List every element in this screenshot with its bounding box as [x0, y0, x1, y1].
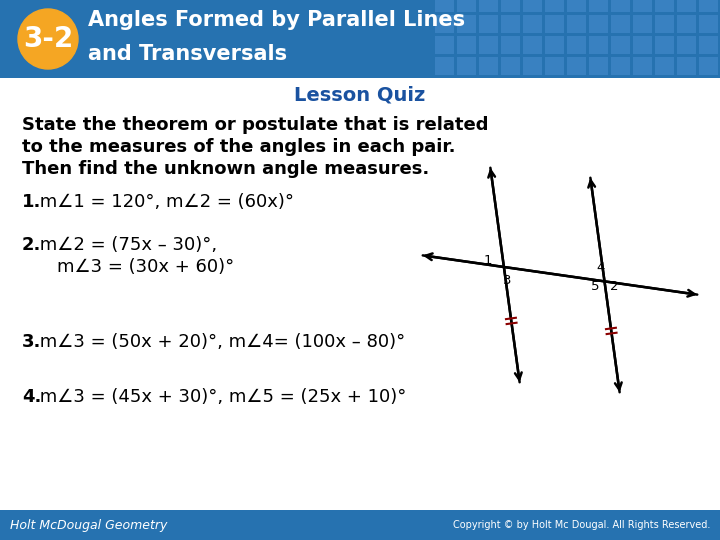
- Text: Holt McDougal Geometry: Holt McDougal Geometry: [10, 518, 167, 531]
- FancyBboxPatch shape: [655, 15, 674, 33]
- Text: 2: 2: [611, 280, 618, 293]
- FancyBboxPatch shape: [699, 0, 718, 12]
- FancyBboxPatch shape: [435, 0, 454, 12]
- Text: m∠3 = (50x + 20)°, m∠4= (100x – 80)°: m∠3 = (50x + 20)°, m∠4= (100x – 80)°: [34, 333, 405, 351]
- FancyBboxPatch shape: [479, 57, 498, 75]
- FancyBboxPatch shape: [589, 57, 608, 75]
- FancyBboxPatch shape: [545, 0, 564, 12]
- FancyBboxPatch shape: [655, 36, 674, 54]
- Text: 1: 1: [484, 254, 492, 267]
- FancyBboxPatch shape: [567, 0, 586, 12]
- Text: 3.: 3.: [22, 333, 41, 351]
- Text: Angles Formed by Parallel Lines: Angles Formed by Parallel Lines: [88, 10, 465, 30]
- FancyBboxPatch shape: [523, 15, 542, 33]
- FancyBboxPatch shape: [589, 15, 608, 33]
- Text: Then find the unknown angle measures.: Then find the unknown angle measures.: [22, 160, 429, 178]
- FancyBboxPatch shape: [567, 57, 586, 75]
- FancyBboxPatch shape: [457, 15, 476, 33]
- FancyBboxPatch shape: [633, 57, 652, 75]
- FancyBboxPatch shape: [435, 15, 454, 33]
- Text: to the measures of the angles in each pair.: to the measures of the angles in each pa…: [22, 138, 456, 156]
- Circle shape: [18, 9, 78, 69]
- FancyBboxPatch shape: [589, 36, 608, 54]
- FancyBboxPatch shape: [523, 0, 542, 12]
- FancyBboxPatch shape: [479, 36, 498, 54]
- Text: 2.: 2.: [22, 236, 41, 254]
- FancyBboxPatch shape: [567, 36, 586, 54]
- FancyBboxPatch shape: [633, 0, 652, 12]
- FancyBboxPatch shape: [457, 36, 476, 54]
- Text: 3: 3: [503, 274, 511, 287]
- FancyBboxPatch shape: [699, 15, 718, 33]
- FancyBboxPatch shape: [501, 36, 520, 54]
- FancyBboxPatch shape: [435, 36, 454, 54]
- Text: and Transversals: and Transversals: [88, 44, 287, 64]
- FancyBboxPatch shape: [501, 15, 520, 33]
- FancyBboxPatch shape: [545, 15, 564, 33]
- FancyBboxPatch shape: [677, 0, 696, 12]
- Text: m∠3 = (30x + 60)°: m∠3 = (30x + 60)°: [34, 258, 234, 276]
- FancyBboxPatch shape: [545, 36, 564, 54]
- FancyBboxPatch shape: [611, 15, 630, 33]
- Text: State the theorem or postulate that is related: State the theorem or postulate that is r…: [22, 116, 488, 134]
- Text: m∠3 = (45x + 30)°, m∠5 = (25x + 10)°: m∠3 = (45x + 30)°, m∠5 = (25x + 10)°: [34, 388, 406, 406]
- FancyBboxPatch shape: [633, 36, 652, 54]
- FancyBboxPatch shape: [589, 0, 608, 12]
- FancyBboxPatch shape: [655, 0, 674, 12]
- FancyBboxPatch shape: [479, 0, 498, 12]
- FancyBboxPatch shape: [501, 0, 520, 12]
- FancyBboxPatch shape: [611, 57, 630, 75]
- Text: 5: 5: [591, 280, 600, 293]
- FancyBboxPatch shape: [457, 57, 476, 75]
- FancyBboxPatch shape: [457, 0, 476, 12]
- Text: 1.: 1.: [22, 193, 41, 211]
- Text: m∠2 = (75x – 30)°,: m∠2 = (75x – 30)°,: [34, 236, 217, 254]
- FancyBboxPatch shape: [633, 15, 652, 33]
- Text: Lesson Quiz: Lesson Quiz: [294, 85, 426, 105]
- FancyBboxPatch shape: [479, 15, 498, 33]
- Text: 4: 4: [596, 261, 605, 274]
- FancyBboxPatch shape: [611, 0, 630, 12]
- Text: 4.: 4.: [22, 388, 41, 406]
- FancyBboxPatch shape: [501, 57, 520, 75]
- FancyBboxPatch shape: [0, 0, 720, 78]
- FancyBboxPatch shape: [523, 36, 542, 54]
- FancyBboxPatch shape: [677, 15, 696, 33]
- FancyBboxPatch shape: [677, 57, 696, 75]
- FancyBboxPatch shape: [699, 36, 718, 54]
- Text: 3-2: 3-2: [23, 25, 73, 53]
- FancyBboxPatch shape: [435, 57, 454, 75]
- FancyBboxPatch shape: [655, 57, 674, 75]
- FancyBboxPatch shape: [611, 36, 630, 54]
- FancyBboxPatch shape: [567, 15, 586, 33]
- FancyBboxPatch shape: [677, 36, 696, 54]
- Text: Copyright © by Holt Mc Dougal. All Rights Reserved.: Copyright © by Holt Mc Dougal. All Right…: [453, 520, 710, 530]
- Text: m∠1 = 120°, m∠2 = (60x)°: m∠1 = 120°, m∠2 = (60x)°: [34, 193, 294, 211]
- FancyBboxPatch shape: [0, 510, 720, 540]
- FancyBboxPatch shape: [545, 57, 564, 75]
- FancyBboxPatch shape: [699, 57, 718, 75]
- FancyBboxPatch shape: [523, 57, 542, 75]
